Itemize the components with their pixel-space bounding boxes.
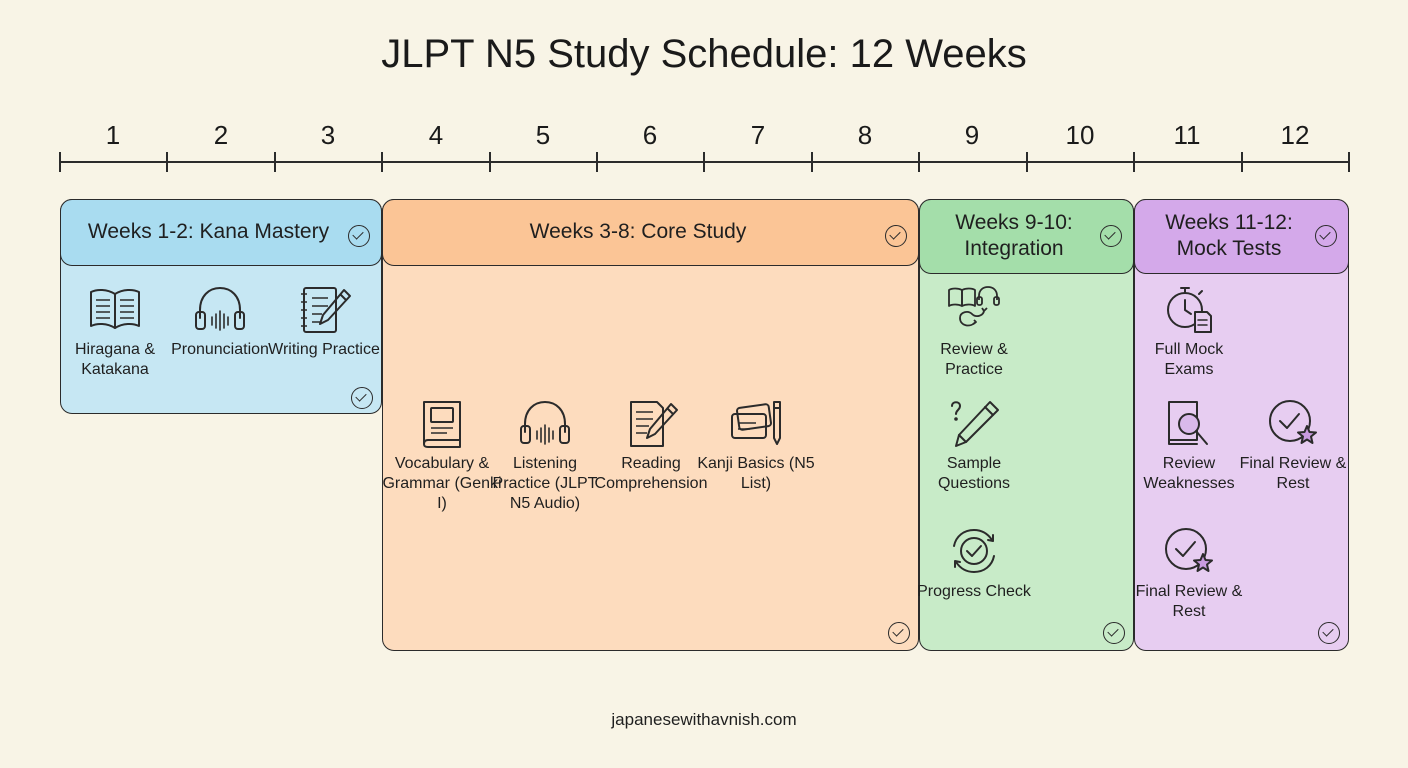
week-timeline: 1 2 3 4 5 6 7 8 9 10 11 12 [0, 0, 1408, 180]
item-label: Hiragana & Katakana [74, 341, 156, 378]
phase-complete-check-icon [888, 622, 910, 644]
activity-item: Progress Check [914, 526, 1034, 602]
phase-header: Weeks 9-10: Integration [918, 198, 1134, 274]
check-star-icon [1269, 400, 1317, 444]
phase-kana-mastery: Weeks 1-2: Kana Mastery Hiragana & Katak… [59, 198, 384, 414]
item-label: Vocabulary & Grammar (Genki I) [382, 455, 502, 512]
phase-title: Weeks 11-12: Mock Tests [1165, 211, 1293, 260]
activity-item: Review & Practice [914, 284, 1034, 380]
activity-item: Pronunciation [160, 284, 280, 360]
document-pencil-icon [630, 401, 678, 447]
item-label: Listening Practice (JLPT N5 Audio) [492, 455, 598, 512]
timeline-tick [1241, 152, 1243, 172]
timeline-tick [1133, 152, 1135, 172]
magnifier-book-icon [1168, 401, 1208, 445]
phase-title: Weeks 9-10: Integration [955, 211, 1073, 260]
activity-item: Vocabulary & Grammar (Genki I) [382, 398, 502, 514]
notepad-pencil-icon [301, 287, 351, 333]
item-label: Final Review & Rest [1135, 583, 1243, 620]
item-label: Sample Questions [937, 455, 1011, 492]
week-label-8: 8 [857, 120, 873, 150]
item-label: Kanji Basics (N5 List) [697, 455, 815, 492]
item-label: Writing Practice [268, 341, 380, 358]
week-label-10: 10 [1065, 120, 1095, 150]
phase-mock-tests: Weeks 11-12: Mock Tests Full Mock Exams [1133, 198, 1349, 651]
week-label-9: 9 [964, 120, 980, 150]
timeline-tick [1348, 152, 1350, 172]
book-headphones-cycle-icon [948, 286, 1000, 327]
phase-title: Weeks 1-2: Kana Mastery [87, 220, 330, 243]
header-check-icon [1100, 225, 1122, 247]
header-check-icon [348, 225, 370, 247]
week-label-4: 4 [428, 120, 444, 150]
open-book-icon [90, 288, 140, 329]
phase-header: Weeks 3-8: Core Study [381, 198, 919, 266]
activity-item: Kanji Basics (N5 List) [696, 398, 816, 494]
timeline-tick [274, 152, 276, 172]
phase-complete-check-icon [351, 387, 373, 409]
timeline-tick [811, 152, 813, 172]
stopwatch-document-icon [1167, 287, 1212, 333]
activity-item: Review Weaknesses [1129, 398, 1249, 494]
flashcards-icon [731, 401, 781, 445]
item-label: Reading Comprehension [594, 455, 708, 492]
phase-title: Weeks 3-8: Core Study [529, 220, 747, 243]
timeline-tick [381, 152, 383, 172]
item-label: Pronunciation [171, 341, 269, 358]
check-star-icon [1165, 528, 1213, 572]
timeline-tick [59, 152, 61, 172]
item-label: Progress Check [917, 583, 1031, 600]
item-label: Review Weaknesses [1143, 455, 1235, 492]
question-pencil-icon [951, 401, 999, 447]
week-label-7: 7 [750, 120, 766, 150]
activity-item: Reading Comprehension [591, 398, 711, 494]
progress-check-icon [953, 529, 995, 573]
week-label-3: 3 [320, 120, 336, 150]
week-label-5: 5 [535, 120, 551, 150]
headphones-icon [520, 400, 570, 445]
page-title: JLPT N5 Study Schedule: 12 Weeks [381, 32, 1027, 76]
activity-item: Final Review & Rest [1129, 526, 1249, 622]
week-label-6: 6 [642, 120, 658, 150]
textbook-icon [423, 401, 461, 448]
activity-item: Hiragana & Katakana [55, 284, 175, 380]
phase-core-study: Weeks 3-8: Core Study Vocabulary & Gramm… [381, 198, 919, 651]
headphones-icon [195, 286, 245, 331]
timeline-tick [166, 152, 168, 172]
activity-item: Final Review & Rest [1233, 398, 1353, 494]
phase-integration: Weeks 9-10: Integration Review & Practic… [917, 198, 1134, 651]
item-label: Final Review & Rest [1239, 455, 1347, 492]
week-label-1: 1 [105, 120, 121, 150]
timeline-tick [596, 152, 598, 172]
activity-item: Sample Questions [914, 398, 1034, 494]
activity-item: Full Mock Exams [1129, 284, 1249, 380]
header-check-icon [1315, 225, 1337, 247]
timeline-tick [489, 152, 491, 172]
phase-complete-check-icon [1318, 622, 1340, 644]
timeline-tick [703, 152, 705, 172]
week-label-11: 11 [1173, 120, 1201, 150]
phase-complete-check-icon [1103, 622, 1125, 644]
activity-item: Writing Practice [264, 284, 384, 360]
week-label-12: 12 [1280, 120, 1310, 150]
activity-item: Listening Practice (JLPT N5 Audio) [485, 398, 605, 514]
week-label-2: 2 [213, 120, 229, 150]
phase-header: Weeks 11-12: Mock Tests [1133, 198, 1349, 274]
item-label: Full Mock Exams [1154, 341, 1224, 378]
item-label: Review & Practice [940, 341, 1008, 378]
phase-header: Weeks 1-2: Kana Mastery [59, 198, 382, 266]
header-check-icon [885, 225, 907, 247]
timeline-tick [918, 152, 920, 172]
timeline-tick [1026, 152, 1028, 172]
footer-website: japanesewithavnish.com [611, 710, 797, 729]
